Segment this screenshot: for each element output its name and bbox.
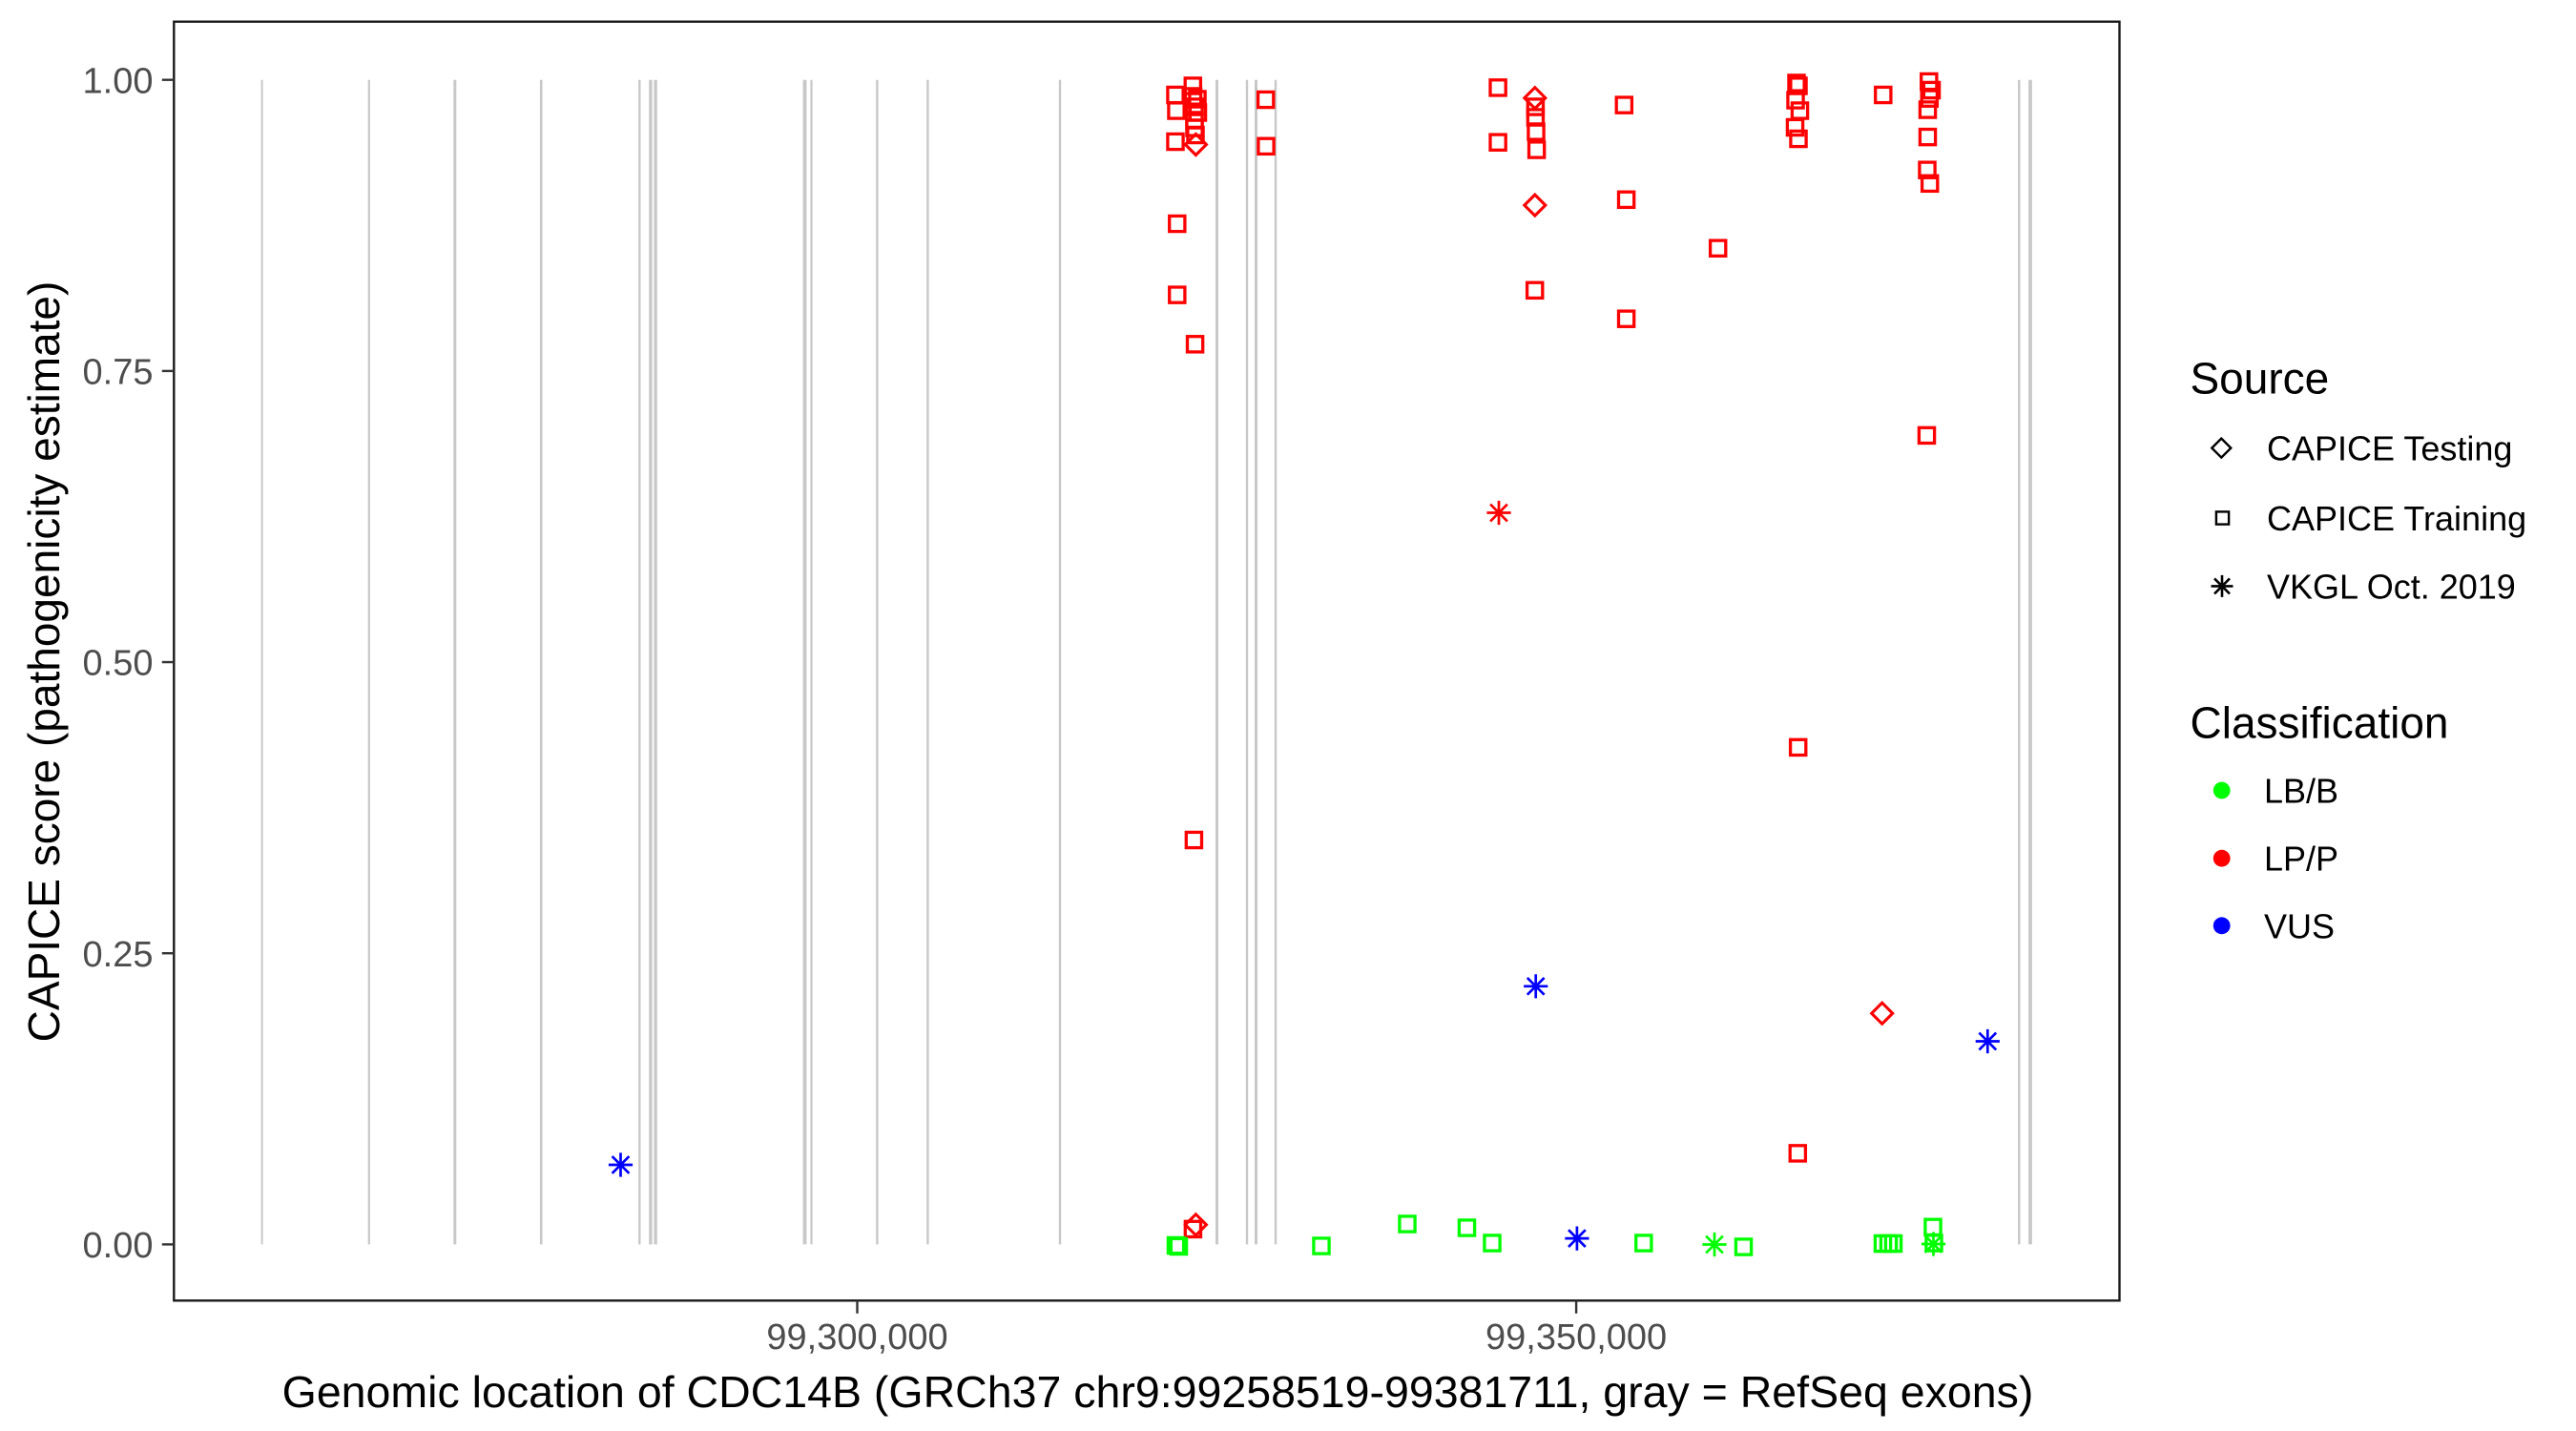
svg-text:Source: Source — [2191, 354, 2330, 404]
svg-text:LB/B: LB/B — [2264, 772, 2338, 811]
svg-text:Classification: Classification — [2191, 698, 2449, 748]
svg-text:Genomic location of CDC14B (GR: Genomic location of CDC14B (GRCh37 chr9:… — [282, 1367, 2034, 1417]
svg-text:CAPICE Training: CAPICE Training — [2267, 499, 2526, 538]
svg-text:VUS: VUS — [2264, 906, 2335, 945]
svg-text:99,350,000: 99,350,000 — [1485, 1317, 1667, 1358]
svg-text:CAPICE Testing: CAPICE Testing — [2267, 429, 2512, 468]
svg-text:1.00: 1.00 — [83, 61, 154, 101]
svg-text:CAPICE score (pathogenicity es: CAPICE score (pathogenicity estimate) — [19, 281, 69, 1043]
svg-text:0.00: 0.00 — [83, 1226, 154, 1266]
svg-text:VKGL Oct. 2019: VKGL Oct. 2019 — [2267, 567, 2516, 606]
svg-text:0.25: 0.25 — [83, 935, 154, 975]
svg-text:0.50: 0.50 — [83, 644, 154, 684]
svg-text:99,300,000: 99,300,000 — [766, 1317, 947, 1358]
svg-text:0.75: 0.75 — [83, 353, 154, 393]
svg-text:LP/P: LP/P — [2264, 840, 2338, 879]
